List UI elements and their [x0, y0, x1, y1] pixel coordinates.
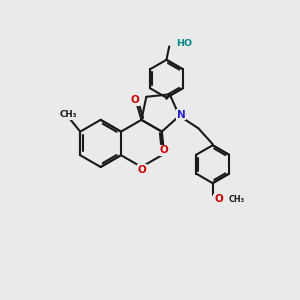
Text: O: O: [159, 146, 168, 155]
Text: CH₃: CH₃: [59, 110, 77, 119]
Text: CH₃: CH₃: [228, 195, 244, 204]
Text: N: N: [177, 110, 185, 120]
Text: O: O: [214, 194, 223, 204]
Text: HO: HO: [177, 39, 193, 48]
Text: O: O: [138, 165, 146, 175]
Text: O: O: [130, 95, 139, 105]
